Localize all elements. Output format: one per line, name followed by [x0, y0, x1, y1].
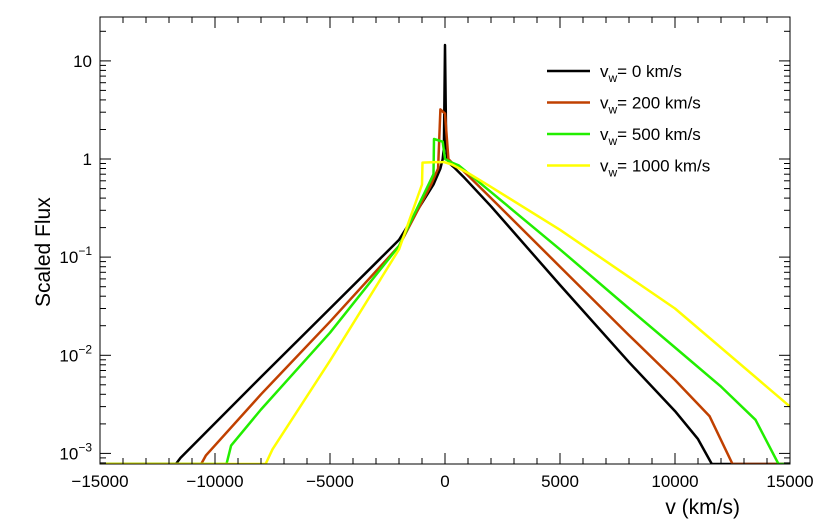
y-tick-label: 10 — [73, 52, 92, 71]
x-tick-label: 10000 — [651, 472, 698, 491]
axis-ticks — [99, 17, 791, 464]
series-line-1 — [100, 108, 790, 464]
x-tick-label: −15000 — [71, 472, 128, 491]
legend-label-0: vw= 0 km/s — [600, 62, 682, 85]
legend-label-2: vw= 500 km/s — [600, 125, 701, 148]
x-axis-title: v (km/s) — [665, 496, 740, 519]
x-tick-label: 5000 — [541, 472, 579, 491]
legend-label-3: vw= 1000 km/s — [600, 157, 710, 180]
series-line-3 — [100, 160, 790, 464]
x-tick-label: 15000 — [766, 472, 813, 491]
x-tick-label: −5000 — [306, 472, 354, 491]
x-tick-label: −10000 — [186, 472, 243, 491]
legend: vw= 0 km/s vw= 200 km/s vw= 500 km/s vw= 10… — [547, 62, 710, 180]
y-tick-label: 1 — [83, 150, 92, 169]
y-tick-label: 10−1 — [59, 244, 92, 267]
series-line-0 — [100, 43, 790, 464]
y-axis-title: Scaled Flux — [32, 197, 55, 307]
series-layer — [100, 43, 790, 464]
series-line-2 — [100, 137, 790, 464]
x-tick-label: 0 — [440, 472, 449, 491]
tick-labels: −15000 −10000 −5000 0 5000 10000 15000 10−3 10−2… — [59, 52, 813, 491]
y-tick-label: 10−2 — [59, 342, 92, 365]
y-tick-label: 10−3 — [59, 440, 92, 463]
legend-label-1: vw= 200 km/s — [600, 94, 701, 117]
